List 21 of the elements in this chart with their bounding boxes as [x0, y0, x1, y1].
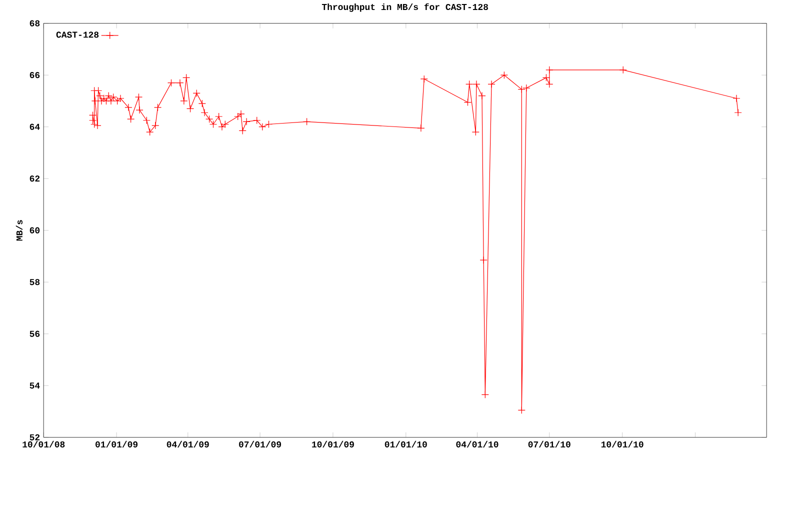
chart-title: Throughput in MB/s for CAST-128	[322, 3, 488, 12]
y-tick-label: 66	[30, 72, 40, 78]
y-tick-label: 58	[30, 279, 40, 286]
y-tick-label: 62	[30, 176, 40, 182]
y-tick-label: 68	[30, 20, 40, 26]
y-tick-label: 56	[30, 330, 40, 337]
legend-label: CAST-128	[56, 32, 99, 38]
y-tick-label: 64	[30, 124, 40, 130]
x-tick-label: 10/01/08	[22, 440, 65, 448]
y-tick-label: 54	[30, 382, 40, 389]
x-tick-label: 10/01/10	[601, 440, 644, 448]
y-tick-label: 60	[30, 227, 40, 234]
x-tick-label: 07/01/10	[528, 440, 570, 448]
x-tick-label: 07/01/09	[239, 440, 282, 448]
y-tick-label: 52	[30, 434, 40, 440]
x-tick-label: 01/01/10	[384, 440, 427, 448]
x-tick-label: 04/01/10	[456, 440, 498, 448]
x-tick-label: 01/01/09	[96, 440, 138, 448]
x-tick-label: 04/01/09	[166, 440, 209, 448]
y-axis-title: MB/s	[16, 220, 22, 241]
x-tick-label: 10/01/09	[312, 440, 354, 448]
